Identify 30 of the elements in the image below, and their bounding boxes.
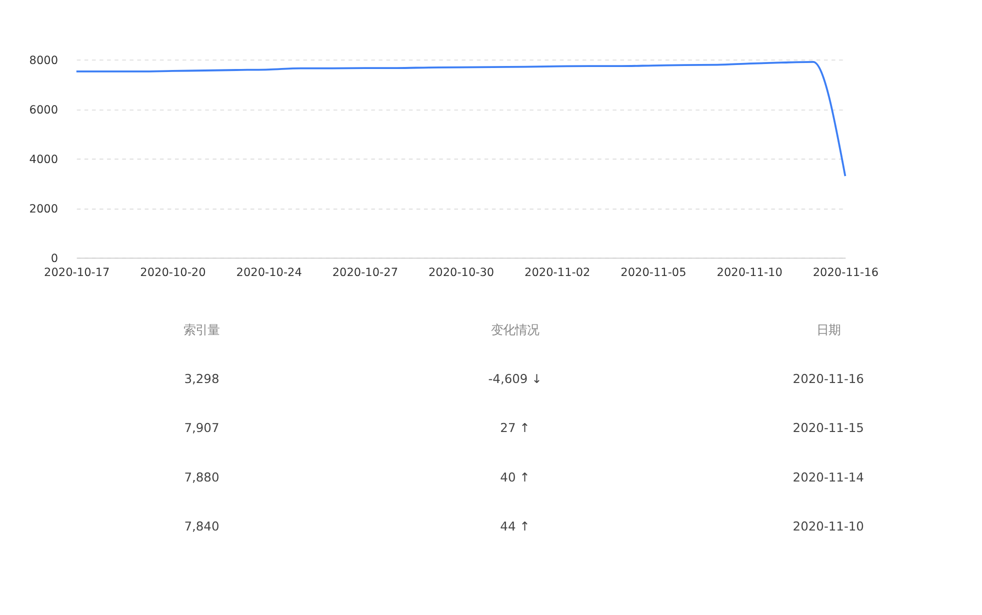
x-tick-label: 2020-11-16: [812, 266, 879, 280]
text: 7,880: [184, 470, 220, 484]
text: 变化情况: [491, 323, 540, 338]
x-tick-label: 2020-11-05: [620, 266, 686, 280]
text: 27 ↑: [500, 421, 530, 436]
text: 2020-11-15: [792, 421, 864, 436]
x-tick-label: 2020-10-27: [332, 266, 398, 280]
y-tick-label: 6000: [29, 103, 58, 116]
x-tick-label: 2020-11-02: [524, 266, 590, 280]
text: 3,298: [184, 372, 220, 386]
text: 7,840: [184, 519, 220, 534]
y-tick-label: 4000: [29, 152, 58, 166]
line-series: [75, 60, 846, 177]
text: 2020-11-10: [792, 519, 864, 534]
y-tick-label: 2000: [29, 202, 58, 216]
y-tick-label: 0: [50, 252, 58, 265]
x-tick-label: 2020-10-17: [44, 266, 110, 280]
x-tick-label: 2020-10-24: [236, 266, 302, 280]
text: -4,609 ↓: [488, 372, 542, 386]
text: 40 ↑: [500, 470, 530, 484]
x-tick-label: 2020-10-30: [428, 266, 494, 280]
y-tick-label: 8000: [29, 54, 58, 67]
text: 44 ↑: [500, 519, 530, 534]
text: 2020-11-16: [792, 372, 864, 386]
text: 索引量: [184, 323, 220, 338]
text: 日期: [816, 323, 840, 338]
text: 7,907: [184, 421, 220, 436]
text: 2020-11-14: [792, 470, 864, 484]
x-tick-label: 2020-10-20: [140, 266, 206, 280]
x-tick-label: 2020-11-10: [716, 266, 782, 280]
